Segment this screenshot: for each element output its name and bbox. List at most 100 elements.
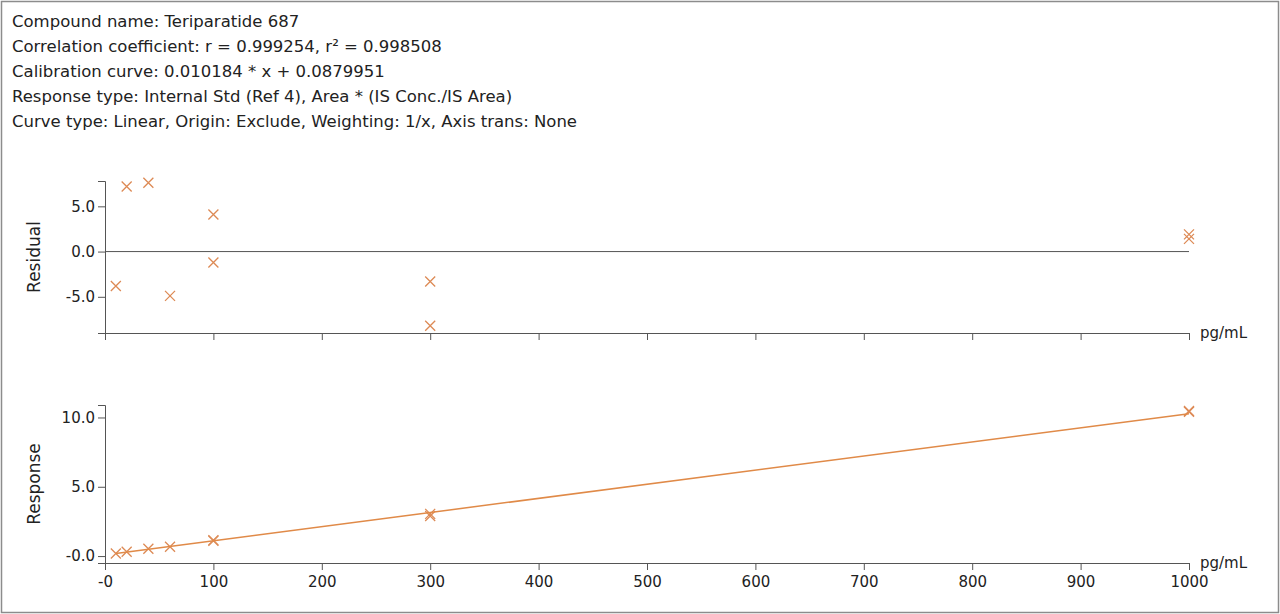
y-tick-label: 0.0 bbox=[71, 243, 95, 261]
y-axis-title: Response bbox=[24, 443, 44, 525]
point bbox=[208, 209, 218, 219]
x-tick-label: 900 bbox=[1067, 573, 1096, 591]
chart-root: Compound name: Teriparatide 687 Correlati… bbox=[0, 0, 1280, 614]
x-tick bbox=[1189, 333, 1190, 340]
point bbox=[111, 281, 121, 291]
y-tick: 0.0 bbox=[71, 243, 105, 261]
y-tick: -5.0 bbox=[66, 288, 105, 306]
fit-line bbox=[116, 414, 1189, 554]
x-axis-line bbox=[106, 564, 1190, 571]
x-tick-mark bbox=[539, 333, 540, 340]
y-tick-label: -0.0 bbox=[66, 547, 95, 565]
y-tick-label: 5.0 bbox=[71, 478, 95, 496]
x-tick bbox=[972, 333, 973, 340]
x-tick: 200 bbox=[308, 563, 337, 591]
x-tick bbox=[213, 333, 214, 340]
panel: -0 100 200 300 400 500 600 700 800 900 1000 -0.0 5.0… bbox=[24, 406, 1248, 591]
x-tick-mark bbox=[322, 333, 323, 340]
y-tick-mark bbox=[98, 206, 105, 207]
x-tick: 900 bbox=[1067, 563, 1096, 591]
y-tick-mark bbox=[98, 297, 105, 298]
point bbox=[425, 509, 435, 519]
x-tick: 600 bbox=[742, 563, 771, 591]
header-line: Curve type: Linear, Origin: Exclude, Wei… bbox=[12, 112, 577, 131]
x-tick-mark bbox=[430, 563, 431, 570]
x-tick-label: 200 bbox=[308, 573, 337, 591]
x-tick-mark bbox=[1189, 333, 1190, 340]
plot-marks bbox=[111, 406, 1194, 558]
x-tick-label: 500 bbox=[633, 573, 662, 591]
x-tick-mark bbox=[213, 563, 214, 570]
panel: -5.0 0.0 5.0 Residual pg/mL bbox=[24, 178, 1248, 342]
x-tick-mark bbox=[647, 563, 648, 570]
x-tick-mark bbox=[864, 333, 865, 340]
x-tick-mark bbox=[105, 563, 106, 570]
y-axis-line bbox=[98, 182, 106, 334]
y-tick: 5.0 bbox=[71, 478, 105, 496]
point bbox=[122, 181, 132, 191]
x-tick-mark bbox=[864, 563, 865, 570]
x-tick-mark bbox=[755, 333, 756, 340]
x-tick: 800 bbox=[958, 563, 987, 591]
header-line: Correlation coefficient: r = 0.999254, r… bbox=[12, 37, 442, 56]
x-tick bbox=[322, 333, 323, 340]
x-tick-label: -0 bbox=[98, 573, 113, 591]
y-tick-label: 10.0 bbox=[62, 409, 95, 427]
x-tick bbox=[430, 333, 431, 340]
y-tick-label: 5.0 bbox=[71, 198, 95, 216]
point bbox=[1184, 229, 1194, 239]
point bbox=[1184, 407, 1194, 417]
y-axis: -0.0 5.0 10.0 bbox=[62, 406, 106, 566]
x-tick-label: 100 bbox=[200, 573, 229, 591]
y-tick-mark bbox=[98, 556, 105, 557]
y-tick: -0.0 bbox=[66, 547, 105, 565]
point bbox=[425, 321, 435, 331]
y-axis-line bbox=[98, 406, 106, 564]
y-axis-title: Residual bbox=[24, 221, 44, 293]
x-tick-mark bbox=[105, 333, 106, 340]
header: Compound name: Teriparatide 687 Correlati… bbox=[12, 12, 577, 131]
x-tick-label: 800 bbox=[958, 573, 987, 591]
x-tick-label: 400 bbox=[525, 573, 554, 591]
x-tick: 700 bbox=[850, 563, 879, 591]
x-axis bbox=[106, 333, 1190, 340]
x-axis-title: pg/mL bbox=[1200, 324, 1248, 342]
x-tick bbox=[647, 333, 648, 340]
y-tick-label: -5.0 bbox=[66, 288, 95, 306]
x-tick: 300 bbox=[416, 563, 445, 591]
x-tick-label: 700 bbox=[850, 573, 879, 591]
x-tick-mark bbox=[1081, 563, 1082, 570]
x-tick bbox=[864, 333, 865, 340]
x-tick: 100 bbox=[200, 563, 229, 591]
x-tick-mark bbox=[539, 563, 540, 570]
zero-line bbox=[105, 251, 1189, 252]
point bbox=[425, 276, 435, 286]
x-tick bbox=[105, 333, 106, 340]
x-axis-line bbox=[106, 334, 1190, 341]
plot-marks bbox=[105, 178, 1194, 331]
x-tick-label: 600 bbox=[742, 573, 771, 591]
y-axis: -5.0 0.0 5.0 bbox=[66, 182, 106, 334]
x-tick-mark bbox=[972, 333, 973, 340]
x-tick-mark bbox=[972, 563, 973, 570]
header-line: Calibration curve: 0.010184 * x + 0.0879… bbox=[12, 62, 385, 81]
y-tick-mark bbox=[98, 417, 105, 418]
x-tick: -0 bbox=[98, 563, 113, 591]
point bbox=[1184, 234, 1194, 244]
header-line: Response type: Internal Std (Ref 4), Are… bbox=[12, 87, 512, 106]
x-tick: 500 bbox=[633, 563, 662, 591]
x-tick-mark bbox=[755, 563, 756, 570]
x-tick-label: 1000 bbox=[1170, 573, 1208, 591]
x-tick-mark bbox=[1189, 563, 1190, 570]
y-tick: 5.0 bbox=[71, 198, 105, 216]
x-axis-title: pg/mL bbox=[1200, 554, 1248, 572]
point bbox=[208, 257, 218, 267]
x-axis: -0 100 200 300 400 500 600 700 800 900 1000 bbox=[98, 563, 1209, 591]
x-tick bbox=[1081, 333, 1082, 340]
x-tick-mark bbox=[1081, 333, 1082, 340]
x-tick-mark bbox=[213, 333, 214, 340]
x-tick bbox=[755, 333, 756, 340]
header-line: Compound name: Teriparatide 687 bbox=[12, 12, 299, 31]
y-tick-mark bbox=[98, 487, 105, 488]
point bbox=[165, 291, 175, 301]
